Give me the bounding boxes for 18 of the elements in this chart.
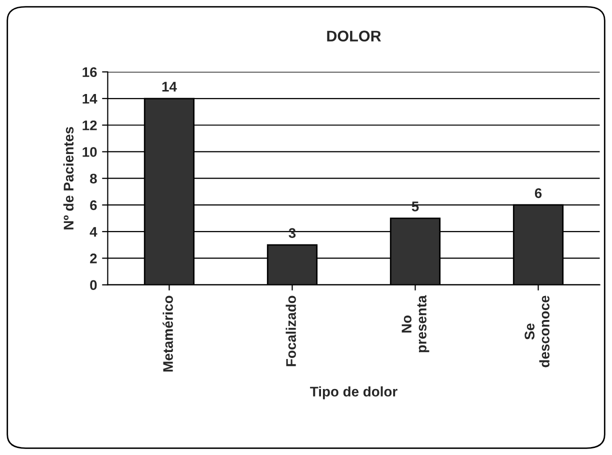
y-tick-label: 16 (82, 67, 97, 78)
y-tick-label: 6 (90, 200, 97, 210)
x-axis-title: Tipo de dolor (310, 386, 398, 400)
y-tick-label: 2 (90, 254, 97, 264)
chart-title: DOLOR (327, 30, 382, 42)
y-tick-label: 8 (90, 174, 97, 184)
y-tick-label: 12 (82, 120, 97, 130)
x-tick-label: Metamérico (162, 296, 173, 372)
data-label: 14 (162, 82, 177, 92)
y-tick-label: 4 (90, 227, 98, 237)
y-tick-label: 0 (90, 280, 97, 290)
x-tick-label: No presenta (402, 295, 430, 352)
x-tick-label: Se desconoce (524, 296, 550, 368)
y-axis-title: Nº de Pacientes (63, 126, 74, 230)
y-tick-label: 10 (82, 147, 97, 157)
y-tick-label: 14 (82, 94, 98, 104)
x-tick-label: Focalizado (286, 296, 296, 366)
data-label: 6 (534, 188, 542, 198)
